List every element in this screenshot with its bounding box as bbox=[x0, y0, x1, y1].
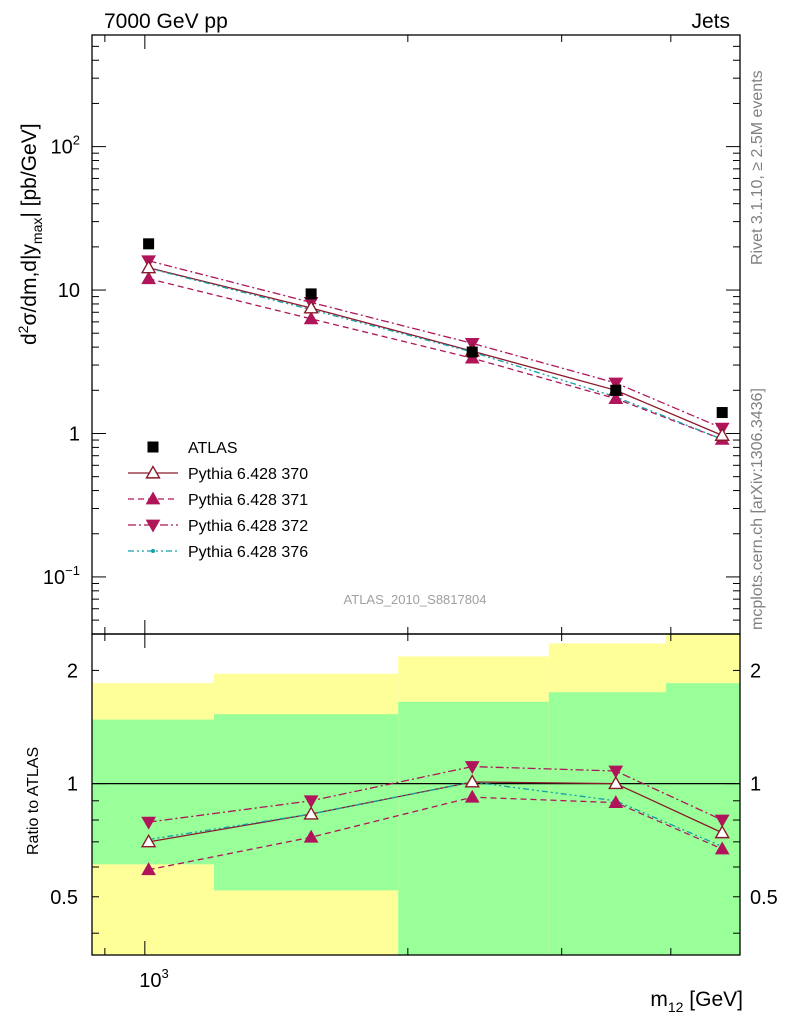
main-line-p371 bbox=[148, 278, 723, 440]
x-tick-label-1000: 103 bbox=[139, 966, 168, 992]
ratio-ytick-label-left-0: 0.5 bbox=[50, 887, 78, 909]
main-ytick-base-1: 1 bbox=[69, 423, 80, 445]
main-point-p371-0 bbox=[141, 271, 156, 285]
ratio-ytick-label-left-2: 2 bbox=[67, 660, 78, 682]
ratio-point-p371-1 bbox=[303, 829, 319, 843]
header-left: 7000 GeV pp bbox=[104, 10, 228, 33]
ratio-ytick-label-right-0: 0.5 bbox=[750, 887, 778, 909]
ratio-ytick-label-left-1: 1 bbox=[67, 774, 78, 796]
main-line-p372 bbox=[148, 260, 723, 429]
band-inner-0 bbox=[92, 719, 215, 865]
legend-marker-p370 bbox=[145, 465, 161, 479]
legend-label-p376: Pythia 6.428 376 bbox=[188, 544, 308, 561]
ratio-ytick-label-right-2: 2 bbox=[750, 660, 761, 682]
main-ytick-base-0: 10 bbox=[43, 567, 65, 589]
ylabel-sup: 2 bbox=[15, 325, 31, 333]
band-inner-2 bbox=[398, 701, 549, 955]
axes bbox=[91, 34, 741, 956]
main-ytick-base-2: 10 bbox=[58, 280, 80, 302]
ratio-point-p371-4 bbox=[714, 841, 730, 855]
ratio-point-p370-3 bbox=[608, 775, 624, 790]
legend-label-p372: Pythia 6.428 372 bbox=[188, 518, 308, 535]
ratio-point-p372-3 bbox=[608, 765, 624, 779]
mcplots-label: mcplots.cern.ch [arXiv:1306.3436] bbox=[749, 388, 766, 630]
legend-marker-atlas bbox=[147, 441, 159, 453]
main-point-atlas-0 bbox=[143, 238, 155, 250]
ratio-point-p372-1 bbox=[303, 795, 319, 809]
main-ytick-base-3: 10 bbox=[51, 137, 73, 159]
xtick-exp: 3 bbox=[162, 966, 169, 981]
main-ytick-label-3: 102 bbox=[51, 133, 80, 159]
main-point-atlas-1 bbox=[305, 288, 317, 300]
legend-label-atlas: ATLAS bbox=[188, 440, 238, 457]
main-series bbox=[140, 238, 730, 445]
main-ytick-label-2: 10 bbox=[58, 280, 80, 302]
ylabel-tail: | [pb/GeV] bbox=[18, 123, 41, 217]
main-point-atlas-4 bbox=[716, 407, 728, 419]
ratio-series bbox=[140, 761, 730, 876]
xlabel-m: m bbox=[650, 988, 668, 1011]
ratio-ytick-label-right-1: 1 bbox=[750, 774, 761, 796]
ratio-point-p370-4 bbox=[714, 824, 730, 839]
ratio-point-p372-4 bbox=[714, 814, 730, 828]
x-axis-label: m12 [GeV] bbox=[650, 988, 743, 1015]
ylabel-sub: max bbox=[29, 218, 45, 244]
ratio-point-p371-2 bbox=[464, 789, 480, 803]
ratio-y-axis-label: Ratio to ATLAS bbox=[25, 747, 42, 855]
header-right: Jets bbox=[691, 10, 730, 33]
main-point-p370-1 bbox=[303, 300, 319, 314]
legend-label-p370: Pythia 6.428 370 bbox=[188, 466, 308, 483]
main-ytick-exp-0: −1 bbox=[65, 563, 80, 578]
main-point-p371-3 bbox=[608, 391, 624, 405]
ratio-uncertainty-bands bbox=[92, 634, 740, 955]
xlabel-sub: 12 bbox=[668, 999, 684, 1015]
ratio-point-p372-0 bbox=[141, 816, 156, 830]
band-inner-3 bbox=[548, 692, 667, 955]
band-inner-4 bbox=[666, 683, 740, 955]
legend: ATLAS Pythia 6.428 370 Pythia 6.428 371 Pyt… bbox=[128, 440, 308, 561]
analysis-watermark: ATLAS_2010_S8817804 bbox=[344, 592, 487, 607]
main-line-p370 bbox=[148, 267, 723, 436]
xtick-base: 10 bbox=[139, 970, 161, 992]
main-ytick-exp-3: 2 bbox=[73, 133, 80, 148]
main-ytick-label-1: 1 bbox=[69, 423, 80, 445]
legend-label-p371: Pythia 6.428 371 bbox=[188, 492, 308, 509]
main-point-p371-1 bbox=[303, 311, 319, 325]
rivet-label: Rivet 3.1.10, ≥ 2.5M events bbox=[749, 70, 766, 265]
legend-marker-p371 bbox=[145, 491, 161, 505]
ratio-point-p370-2 bbox=[464, 774, 480, 788]
main-point-p370-0 bbox=[140, 259, 157, 274]
legend-marker-p372 bbox=[145, 519, 161, 533]
main-point-atlas-3 bbox=[610, 384, 622, 396]
ratio-point-p370-1 bbox=[303, 806, 319, 820]
main-ytick-label-0: 10−1 bbox=[43, 563, 80, 589]
xlabel-tail: [GeV] bbox=[683, 988, 743, 1011]
ylabel-d: d bbox=[18, 333, 41, 345]
main-point-atlas-2 bbox=[466, 346, 478, 358]
ratio-point-p372-2 bbox=[464, 761, 480, 775]
main-point-p370-4 bbox=[714, 427, 730, 441]
ratio-point-p371-3 bbox=[608, 795, 624, 809]
ratio-point-p370-0 bbox=[140, 833, 157, 848]
main-y-axis-label: d2σ/dm,d|ymax| [pb/GeV] bbox=[15, 123, 45, 345]
legend-marker-p376 bbox=[151, 549, 155, 553]
main-line-p376 bbox=[148, 267, 723, 440]
ylabel-body: σ/dm,d|y bbox=[18, 244, 41, 326]
ratio-point-p371-0 bbox=[141, 862, 156, 876]
ratio-frame bbox=[91, 633, 741, 956]
